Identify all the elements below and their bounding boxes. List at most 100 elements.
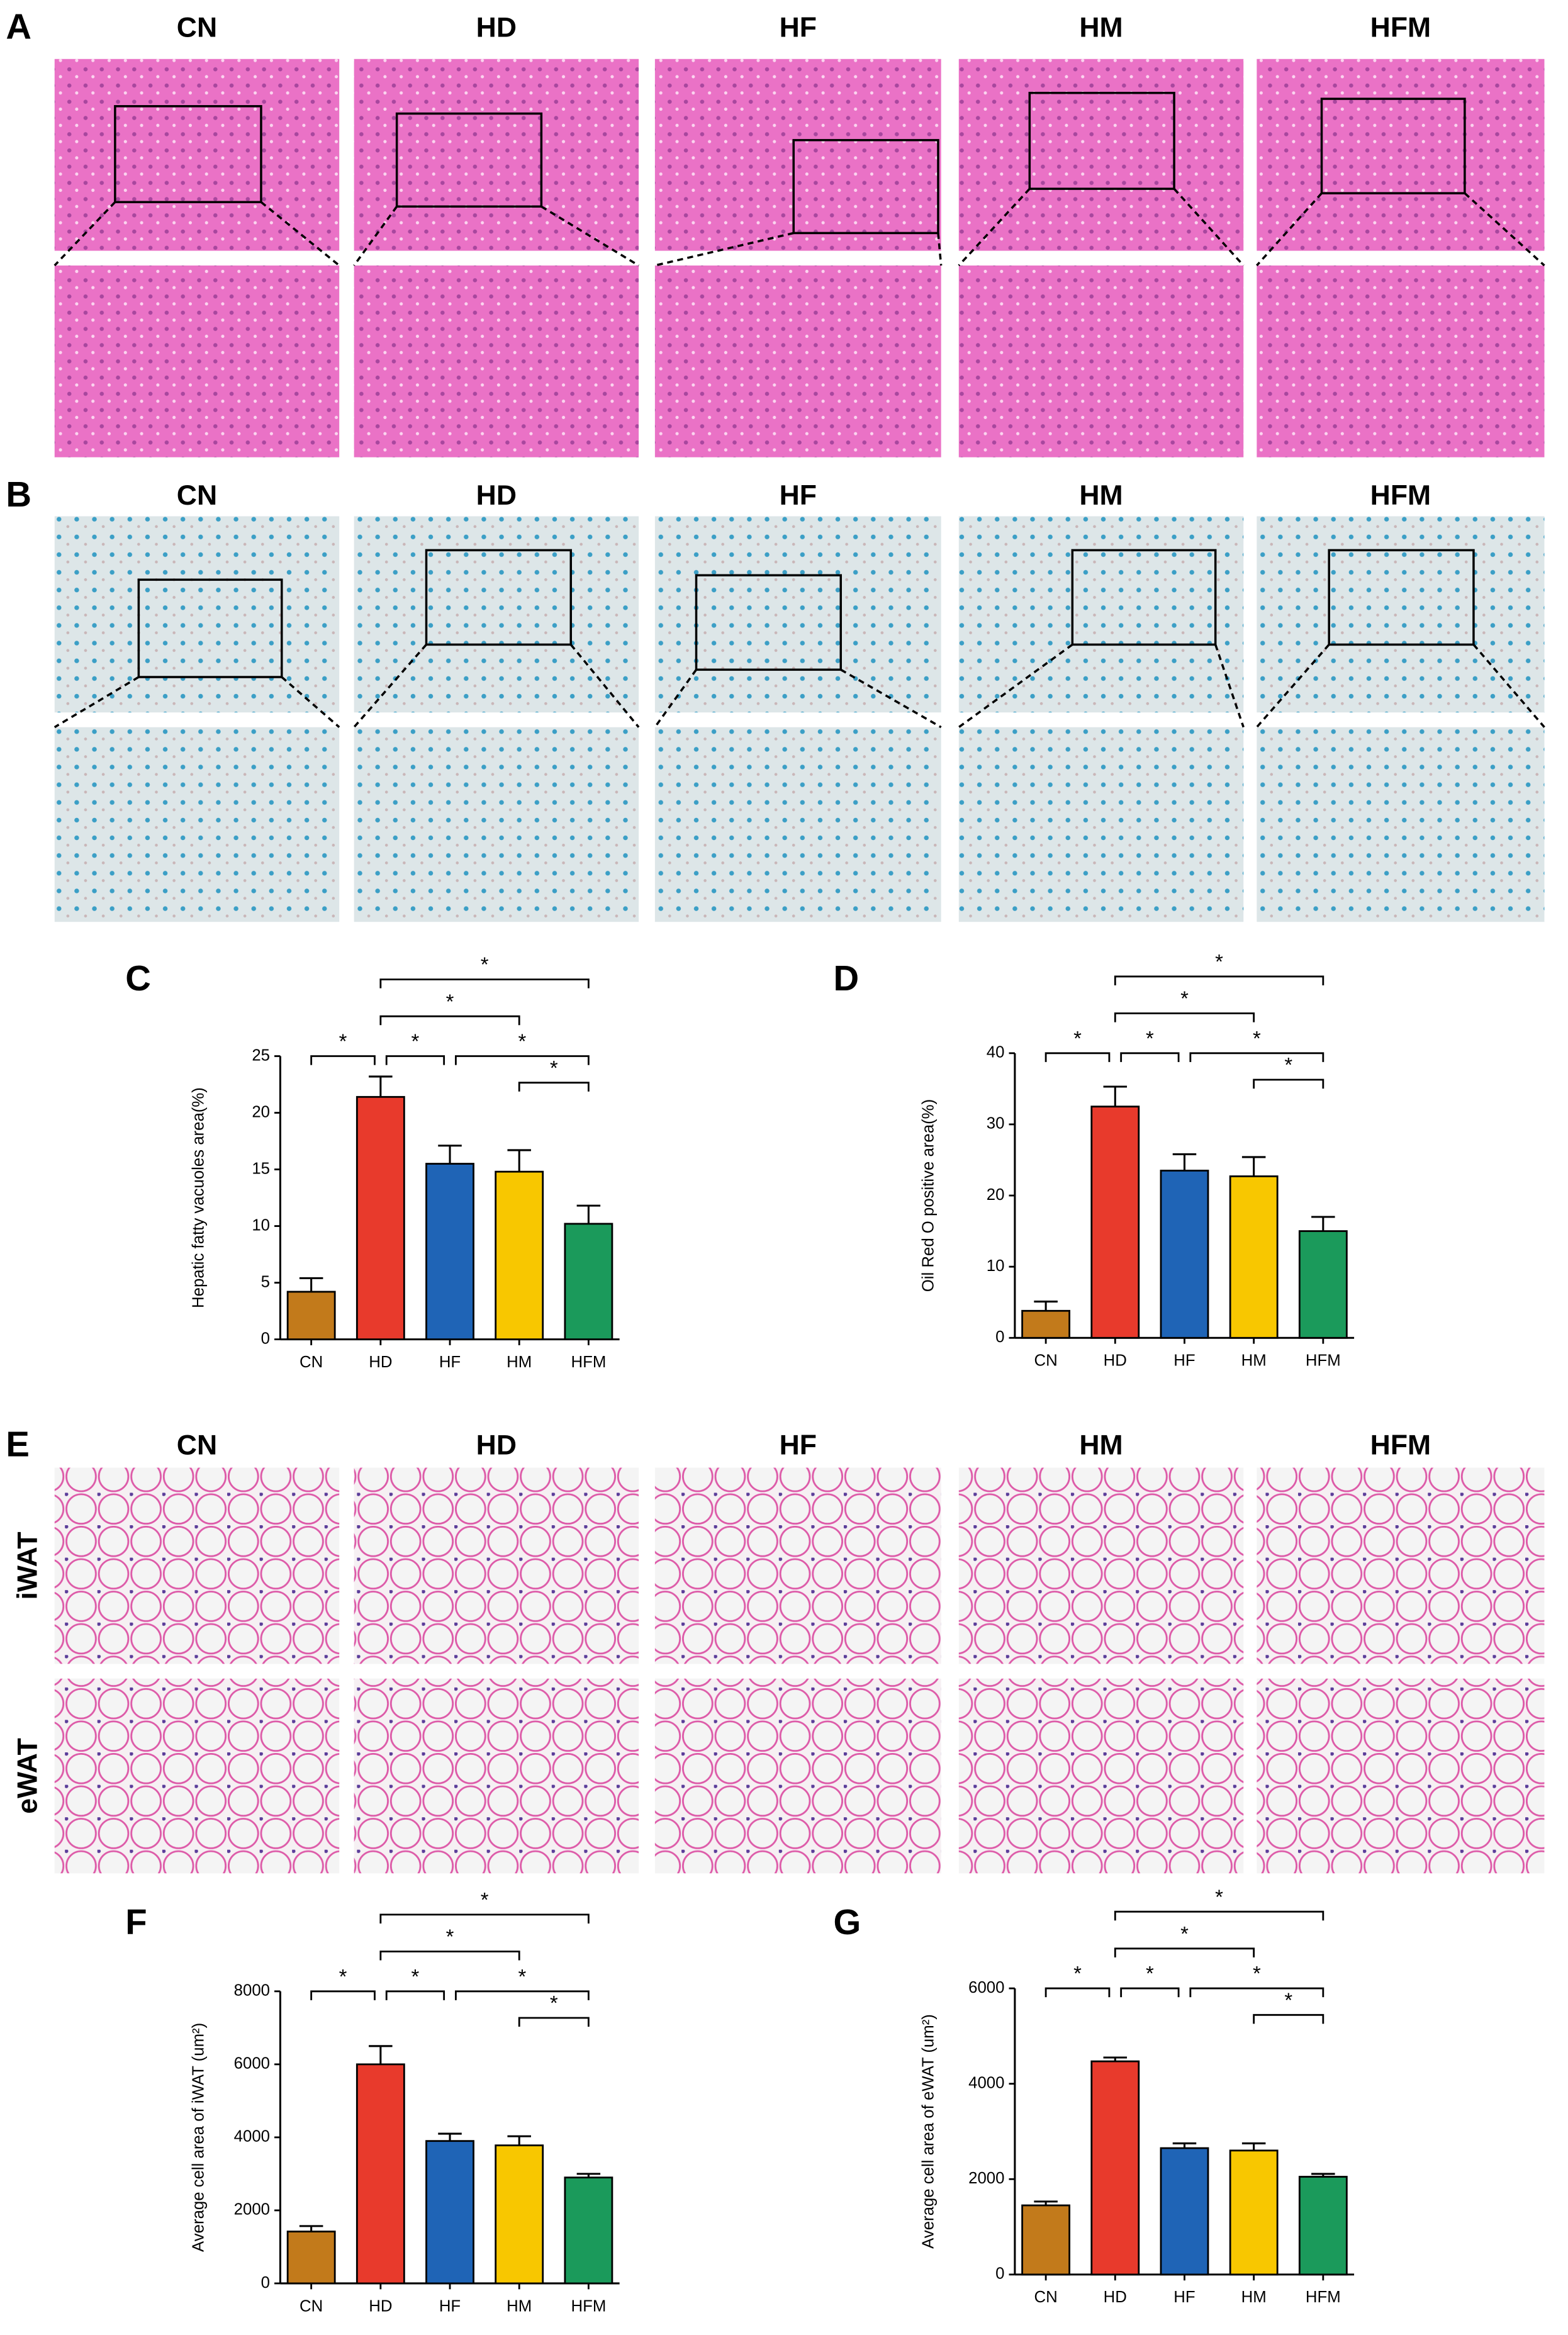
- x-tick-label: HF: [439, 1353, 461, 1371]
- y-tick-label: 30: [987, 1115, 1005, 1133]
- x-tick-label: CN: [300, 2297, 323, 2315]
- y-tick-label: 4000: [234, 2128, 270, 2146]
- significance-label: *: [446, 990, 454, 1013]
- panel-label: B: [6, 474, 31, 514]
- micrograph: [958, 1467, 1244, 1664]
- column-heading: CN: [177, 13, 217, 43]
- bar: [425, 1163, 474, 1341]
- y-tick-label: 40: [987, 1044, 1005, 1061]
- panel-label: G: [834, 1902, 861, 1942]
- micrograph: [354, 265, 639, 457]
- zoom-box: [695, 574, 843, 671]
- micrograph: [1257, 1678, 1545, 1874]
- bar: [1229, 2149, 1279, 2276]
- x-tick-label: HD: [369, 2297, 392, 2315]
- micrograph: [1257, 727, 1545, 922]
- significance-bracket: [1189, 1987, 1324, 1998]
- significance-bracket: [1120, 1987, 1180, 1998]
- significance-label: *: [1180, 1922, 1189, 1945]
- x-tick-label: HFM: [571, 1353, 606, 1371]
- zoom-guide: [353, 644, 427, 728]
- zoom-box: [1071, 549, 1217, 646]
- column-heading: HF: [780, 480, 817, 511]
- significance-label: *: [446, 1925, 454, 1948]
- zoom-guide: [654, 669, 697, 728]
- column-heading: HF: [780, 1430, 817, 1461]
- row-label: eWAT: [13, 1738, 43, 1813]
- panel-label: D: [834, 958, 860, 998]
- zoom-guide: [353, 206, 398, 267]
- y-axis-title: Average cell area of eWAT (um²): [920, 2014, 938, 2249]
- x-tick-label: HD: [1104, 2288, 1127, 2306]
- zoom-guide: [1472, 644, 1545, 728]
- significance-label: *: [1073, 1026, 1082, 1050]
- bar: [1021, 2204, 1071, 2276]
- column-heading: HM: [1079, 480, 1123, 511]
- micrograph: [54, 1678, 340, 1874]
- bar: [1160, 2147, 1209, 2276]
- column-heading: HM: [1079, 1430, 1123, 1461]
- x-tick-label: HD: [1104, 1352, 1127, 1370]
- significance-bracket: [1114, 1012, 1255, 1022]
- zoom-guide: [540, 205, 639, 267]
- significance-label: *: [339, 1029, 347, 1053]
- significance-label: *: [1180, 987, 1189, 1010]
- significance-label: *: [550, 1056, 558, 1079]
- column-heading: HD: [476, 13, 517, 43]
- significance-label: *: [339, 1964, 347, 1988]
- significance-bracket: [379, 1951, 520, 1961]
- column-heading: HD: [476, 1430, 517, 1461]
- micrograph: [354, 1467, 639, 1664]
- y-tick-label: 20: [987, 1186, 1005, 1204]
- micrograph: [54, 727, 340, 922]
- significance-bracket: [379, 1913, 590, 1923]
- x-tick-label: CN: [1034, 1352, 1058, 1370]
- micrograph: [654, 59, 941, 251]
- y-tick-label: 6000: [968, 1979, 1004, 1996]
- significance-label: *: [550, 1991, 558, 2015]
- significance-label: *: [1146, 1026, 1154, 1050]
- significance-bracket: [1044, 1052, 1111, 1062]
- significance-bracket: [1253, 2013, 1324, 2024]
- y-tick-label: 8000: [234, 1982, 270, 2000]
- bar: [1090, 2060, 1140, 2276]
- significance-bracket: [1114, 1947, 1255, 1957]
- significance-label: *: [518, 1029, 527, 1053]
- micrograph: [54, 59, 340, 251]
- x-tick-label: HF: [1173, 1352, 1195, 1370]
- significance-label: *: [1215, 949, 1223, 973]
- zoom-guide: [654, 232, 794, 267]
- zoom-box: [114, 105, 262, 203]
- zoom-box: [395, 112, 543, 208]
- zoom-guide: [958, 644, 1073, 729]
- y-tick-label: 20: [252, 1103, 270, 1121]
- bar: [495, 2144, 544, 2285]
- y-tick-label: 5: [261, 1273, 270, 1291]
- zoom-guide: [53, 201, 116, 267]
- bar: [1021, 1309, 1071, 1339]
- bar: [1298, 2176, 1348, 2276]
- bar: [1090, 1106, 1140, 1339]
- significance-label: *: [1284, 1988, 1292, 2012]
- y-tick-label: 10: [987, 1257, 1005, 1275]
- zoom-box: [1028, 91, 1175, 190]
- micrograph: [1257, 516, 1545, 713]
- column-heading: HM: [1079, 13, 1123, 43]
- significance-label: *: [1253, 1026, 1261, 1050]
- y-tick-label: 2000: [234, 2201, 270, 2219]
- micrograph: [54, 1467, 340, 1664]
- significance-label: *: [1073, 1962, 1082, 1985]
- micrograph: [654, 1678, 941, 1874]
- micrograph: [958, 1678, 1244, 1874]
- micrograph: [354, 727, 639, 922]
- bar: [564, 2176, 613, 2285]
- bar: [425, 2140, 474, 2285]
- significance-bracket: [454, 1055, 590, 1065]
- x-tick-label: HFM: [1306, 2288, 1341, 2306]
- micrograph: [54, 516, 340, 713]
- significance-bracket: [518, 2017, 590, 2027]
- y-tick-label: 6000: [234, 2055, 270, 2073]
- bar: [564, 1223, 613, 1341]
- y-tick-label: 10: [252, 1216, 270, 1234]
